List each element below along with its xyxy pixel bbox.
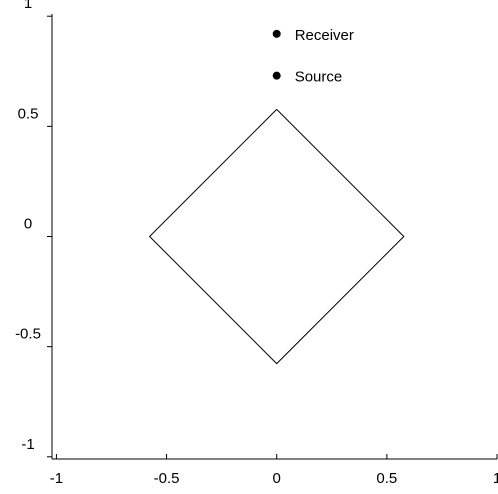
x-tick-label: 0 bbox=[273, 470, 281, 487]
point-label: Receiver bbox=[295, 27, 354, 44]
x-tick-label: -0.5 bbox=[154, 470, 180, 487]
x-tick-label: 1 bbox=[493, 470, 498, 487]
y-tick-label: -0.5 bbox=[15, 326, 41, 343]
shape-outline bbox=[148, 109, 405, 365]
x-tick-label: -1 bbox=[50, 470, 63, 487]
y-tick-label: -1 bbox=[21, 436, 34, 453]
point bbox=[272, 71, 281, 80]
y-tick-label: 1 bbox=[24, 0, 32, 12]
point-label: Source bbox=[295, 69, 343, 86]
y-tick-label: 0 bbox=[24, 215, 32, 232]
point bbox=[272, 29, 281, 38]
x-tick-label: 0.5 bbox=[376, 470, 397, 487]
y-tick-label: 0.5 bbox=[18, 105, 39, 122]
